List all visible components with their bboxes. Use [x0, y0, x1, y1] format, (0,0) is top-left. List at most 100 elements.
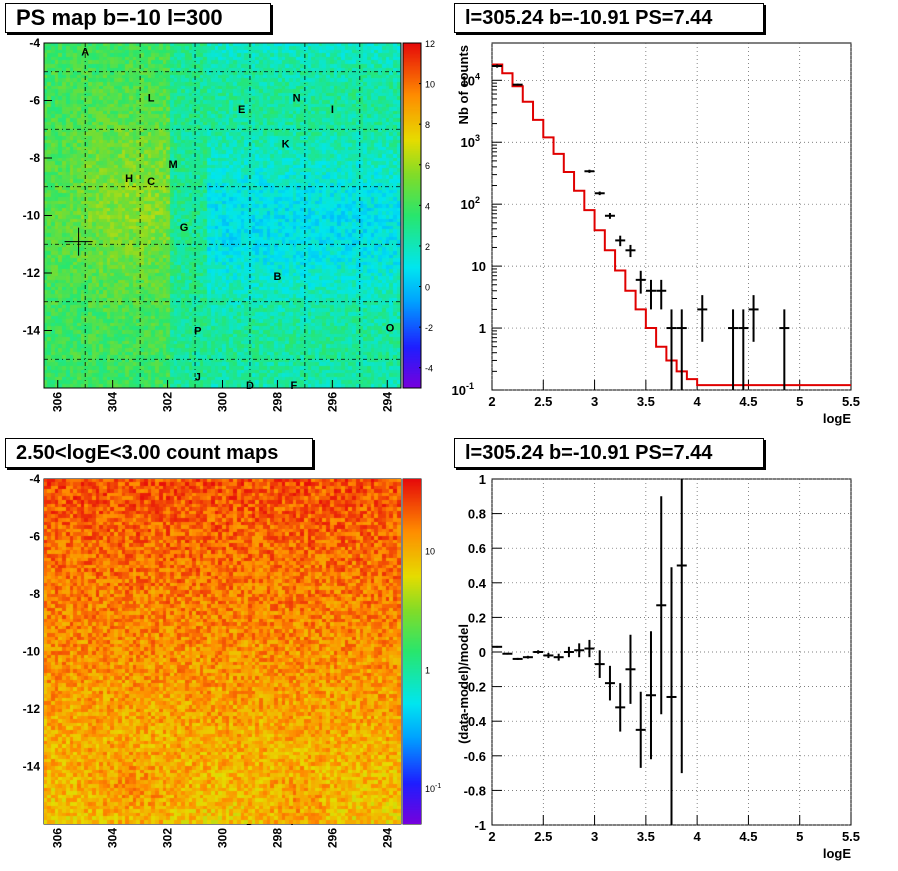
ps-map-title-box: PS map b=-10 l=300 [5, 3, 271, 33]
ps-map-xtick-label: 306 [51, 392, 65, 412]
spectrum-xtick-label: 3 [591, 394, 598, 409]
residual-xtick-label: 4.5 [739, 829, 757, 844]
ps-map-xtick-label: 296 [325, 392, 339, 412]
ps-map-marker-label: I [331, 104, 334, 116]
ps-colorbar-label: -2 [425, 323, 433, 333]
count-map-title-box: 2.50<logE<3.00 count maps [5, 438, 313, 468]
count-map-ytick-label: -14 [23, 760, 41, 774]
count-map-ytick-label: -12 [23, 702, 41, 716]
ps-map-marker-label: C [147, 176, 155, 188]
spectrum-xtick-label: 2 [488, 394, 495, 409]
residual-ytick-label: -1 [474, 818, 486, 833]
residual-ytick-label: -0.8 [464, 783, 486, 798]
residual-ytick-label: 0.2 [468, 610, 486, 625]
residual-ytick-label: 1 [479, 472, 486, 487]
residual-ylabel: (data-model)/model [456, 624, 471, 744]
residual-ytick-label: -0.2 [464, 680, 486, 695]
ps-colorbar-label: 12 [425, 39, 435, 49]
ps-map-marker-label: K [282, 139, 290, 151]
ps-map-xtick-label: 302 [161, 392, 175, 412]
ps-map-colorbar [403, 43, 421, 388]
count-map-ytick-label: -8 [29, 587, 40, 601]
spectrum-xtick-label: 5.5 [842, 394, 860, 409]
ps-map-ytick-label: -4 [29, 36, 40, 50]
ps-map-marker-label: E [238, 104, 245, 116]
count-colorbar-label: 10-1 [425, 783, 441, 794]
count-map-xtick-label: 306 [51, 828, 65, 848]
spectrum-model-line [492, 63, 851, 387]
ps-map-marker-label: A [81, 47, 89, 59]
residual-xtick-label: 3.5 [637, 829, 655, 844]
ps-map-marker-label: F [291, 380, 298, 392]
ps-map-marker-label: P [194, 326, 201, 338]
spectrum-ytick-label: 1 [479, 321, 486, 336]
ps-map-marker-label: N [293, 93, 301, 105]
spectrum-xtick-label: 3.5 [637, 394, 655, 409]
ps-map-heatmap [44, 43, 401, 388]
ps-map-ytick-label: -8 [29, 151, 40, 165]
ps-map-marker-label: L [148, 93, 155, 105]
residual-ytick-label: 0.6 [468, 541, 486, 556]
spectrum-xtick-label: 2.5 [534, 394, 552, 409]
residual-ytick-label: -0.4 [464, 714, 487, 729]
residual-title-box: l=305.24 b=-10.91 PS=7.44 [454, 438, 764, 468]
count-map-xtick-label: 302 [161, 828, 175, 848]
spectrum-ytick-label: 103 [461, 133, 480, 150]
ps-map-ytick-label: -14 [23, 324, 41, 338]
spectrum-title-box: l=305.24 b=-10.91 PS=7.44 [454, 3, 764, 33]
ps-map-ytick-label: -12 [23, 266, 41, 280]
count-map-ytick-label: -10 [23, 645, 41, 659]
ps-map-marker-label: G [180, 222, 189, 234]
count-map-ytick-label: -4 [29, 472, 40, 486]
spectrum-ytick-label: 102 [461, 195, 480, 212]
ps-colorbar-label: 6 [425, 161, 430, 171]
ps-map-marker-label: J [195, 372, 201, 384]
spectrum-xtick-label: 5 [796, 394, 803, 409]
ps-colorbar-label: 2 [425, 242, 430, 252]
ps-map-marker-label: H [125, 173, 133, 185]
ps-colorbar-label: 4 [425, 201, 430, 211]
residual-ytick-label: 0 [479, 645, 486, 660]
ps-map-marker-label: D [246, 380, 254, 392]
residual-ytick-label: -0.6 [464, 749, 486, 764]
count-map-xtick-label: 296 [325, 828, 339, 848]
spectrum-xtick-label: 4.5 [739, 394, 757, 409]
ps-map-xtick-label: 300 [216, 392, 230, 412]
residual-xtick-label: 4 [694, 829, 702, 844]
residual-xtick-label: 5.5 [842, 829, 860, 844]
residual-xtick-label: 2 [488, 829, 495, 844]
ps-map-xtick-label: 298 [270, 392, 284, 412]
ps-map-title: PS map b=-10 l=300 [16, 5, 223, 30]
spectrum-title: l=305.24 b=-10.91 PS=7.44 [465, 6, 713, 29]
spectrum-ylabel: Nb of counts [456, 45, 471, 124]
residual-xlabel: logE [823, 846, 851, 861]
ps-map-xtick-label: 304 [106, 392, 120, 412]
count-colorbar-label: 10 [425, 547, 435, 557]
residual-xtick-label: 2.5 [534, 829, 552, 844]
residual-ytick-label: 0.4 [468, 576, 487, 591]
spectrum-xtick-label: 4 [694, 394, 702, 409]
ps-colorbar-label: 0 [425, 283, 430, 293]
ps-colorbar-label: -4 [425, 364, 433, 374]
ps-colorbar-frame [402, 42, 422, 389]
ps-map-marker-label: B [273, 271, 281, 283]
count-map-colorbar [403, 479, 421, 824]
residual-xtick-label: 5 [796, 829, 803, 844]
ps-map-ytick-label: -6 [29, 94, 40, 108]
residual-xtick-label: 3 [591, 829, 598, 844]
count-map-xtick-label: 300 [216, 828, 230, 848]
spectrum-ytick-label: 10 [472, 259, 486, 274]
ps-map-xtick-label: 294 [380, 392, 394, 412]
count-map-title: 2.50<logE<3.00 count maps [16, 441, 279, 464]
spectrum-xlabel: logE [823, 411, 851, 426]
ps-colorbar-label: 8 [425, 120, 430, 130]
ps-colorbar-label: 10 [425, 80, 435, 90]
count-map-xtick-label: 298 [270, 828, 284, 848]
residual-title: l=305.24 b=-10.91 PS=7.44 [465, 441, 713, 464]
count-map-heatmap [44, 479, 401, 824]
count-map-xtick-label: 294 [380, 828, 394, 848]
count-map-xtick-label: 304 [106, 828, 120, 848]
spectrum-ytick-label: 10-1 [452, 381, 474, 398]
ps-map-marker-label: M [168, 159, 177, 171]
